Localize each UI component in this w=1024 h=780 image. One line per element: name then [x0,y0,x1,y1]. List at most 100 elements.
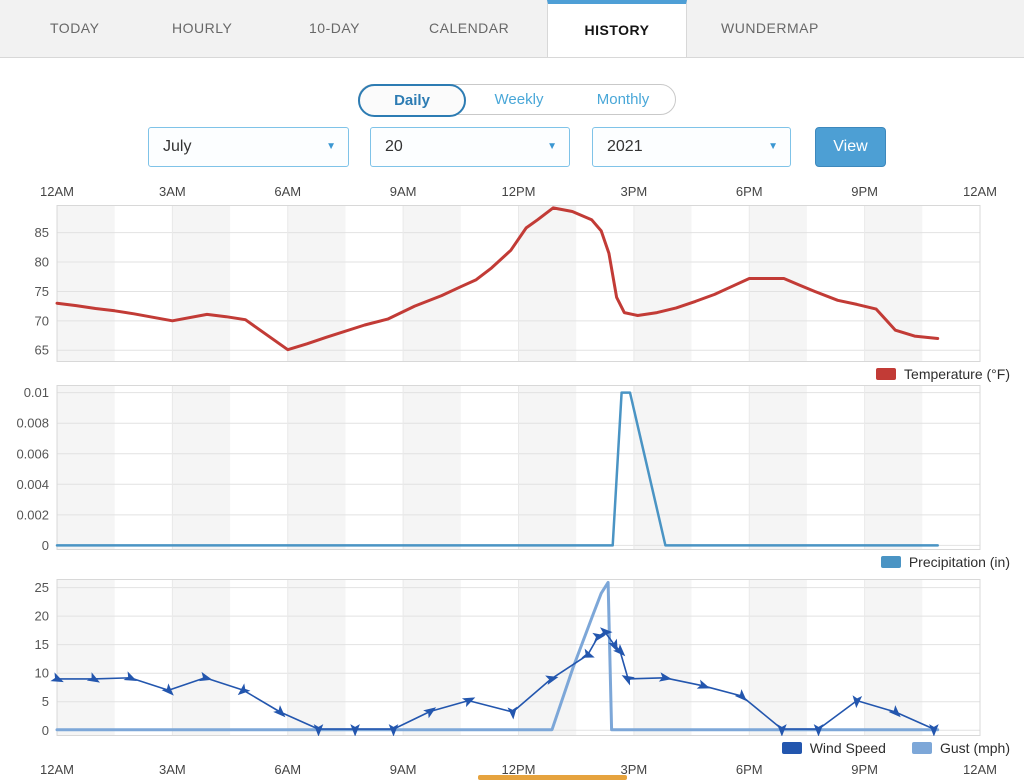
wind-direction-arrow-icon [237,683,251,696]
tab-wundermap[interactable]: WUNDERMAP [721,20,819,36]
day-select-value: 20 [385,138,403,155]
legend-label: Precipitation (in) [908,553,1010,570]
toggle-daily[interactable]: Daily [358,84,466,117]
wind-direction-arrow-icon [929,724,939,736]
wind-direction-arrow-icon [813,724,824,736]
temperature-chart: 65 70 75 80 85 [35,205,981,362]
precipitation-legend: Precipitation (in) [0,550,1024,573]
time-axis-label: 12PM [501,184,536,199]
wind-direction-arrow-icon [507,706,518,720]
y-axis-tick-label: 10 [35,666,49,681]
time-axis-label: 12AM [963,184,997,199]
time-axis-label: 3PM [620,762,648,777]
wind-direction-arrow-icon [613,643,626,657]
wind-direction-arrow-icon [273,705,286,718]
wind-direction-arrow-icon [313,724,324,736]
y-axis-tick-label: 80 [35,255,49,270]
day-select[interactable]: 20 ▼ [370,127,570,167]
wind-direction-arrow-icon [734,689,747,702]
time-axis-label: 9PM [851,184,878,199]
wind-direction-arrow-icon [658,672,672,682]
legend-label: Wind Speed [809,739,886,756]
y-axis-tick-label: 75 [35,284,49,299]
wind-direction-arrow-icon [50,672,64,683]
year-select-value: 2021 [607,138,643,155]
wind-chart: 0 5 10 15 20 25 [35,579,981,736]
wind-direction-arrow-icon [199,671,213,682]
time-axis-label: 3PM [620,184,648,199]
legend-swatch-icon [880,555,901,568]
wind-direction-arrow-icon [423,707,437,719]
date-controls-row: July ▼ 20 ▼ 2021 ▼ View [0,127,1024,167]
wind-direction-arrow-icon [581,648,595,658]
time-axis-label: 3AM [159,184,186,199]
legend-item: Wind Speed [781,739,886,756]
wind-direction-arrow-icon [600,627,613,637]
toggle-weekly[interactable]: Weekly [494,91,544,108]
tab-bar: TODAY HOURLY 10-DAY CALENDAR HISTORY WUN… [0,0,1024,58]
time-axis-bottom: 12AM 3AM 6AM 9AM 12PM 3PM 6PM 9PM 12AM [0,759,1024,780]
tab-10-day[interactable]: 10-DAY [309,20,360,36]
legend-item: Temperature (°F) [876,366,1010,382]
chevron-down-icon: ▼ [768,141,778,152]
tab-calendar[interactable]: CALENDAR [429,20,510,36]
y-axis-tick-label: 70 [35,313,49,328]
wind-direction-arrow-icon [545,675,559,685]
wind-direction-arrow-icon [161,683,174,696]
y-axis-tick-label: 0.002 [16,507,49,522]
time-axis-label: 12AM [40,762,74,777]
tab-history-active[interactable]: HISTORY [547,0,687,57]
y-axis-tick-label: 0.01 [24,385,49,400]
wind-legend: Wind Speed Gust (mph) [0,736,1024,759]
wind-direction-arrow-icon [123,671,137,681]
time-axis-label: 6AM [274,184,302,199]
wind-direction-arrow-icon [86,672,100,683]
y-axis-tick-label: 5 [42,694,49,709]
precipitation-chart: 0 0.002 0.004 0.006 0.008 0.01 [16,385,981,550]
time-axis-label: 9PM [851,762,878,777]
y-axis-tick-label: 65 [35,343,49,358]
legend-item: Gust (mph) [911,739,1010,756]
year-select[interactable]: 2021 ▼ [592,127,791,167]
y-axis-tick-label: 0 [42,723,49,736]
legend-swatch-icon [876,367,897,380]
legend-label: Gust (mph) [939,739,1010,756]
wind-direction-arrow-icon [608,638,618,652]
time-axis-label: 6PM [735,184,763,199]
y-axis-tick-label: 25 [35,580,49,595]
view-button[interactable]: View [815,127,886,167]
time-axis-label: 6AM [274,762,302,777]
legend-swatch-icon [781,741,802,754]
period-toggle-row: Daily Weekly Monthly [0,84,1024,117]
period-toggle: Daily Weekly Monthly [358,84,676,117]
time-axis-label: 9AM [389,184,417,199]
time-axis-label: 9AM [389,762,417,777]
legend-label: Temperature (°F) [904,365,1010,382]
temperature-line [55,206,940,352]
wind-direction-arrow-icon [621,675,635,686]
legend-swatch-icon [911,741,932,754]
time-axis-label: 12AM [40,184,74,199]
y-axis-tick-label: 0.008 [16,416,49,431]
toggle-monthly[interactable]: Monthly [596,91,650,108]
y-axis-tick-label: 0 [42,538,49,550]
y-axis-tick-label: 0.006 [16,446,49,461]
wind-direction-arrow-icon [461,697,476,708]
tab-today[interactable]: TODAY [50,20,100,36]
wind-line [55,580,940,732]
chevron-down-icon: ▼ [547,141,557,152]
wind-direction-arrow-icon [777,724,787,736]
legend-item: Precipitation (in) [880,553,1010,570]
y-axis-tick-label: 20 [35,609,49,624]
time-axis-label: 12PM [501,762,536,777]
scroll-indicator[interactable] [478,775,627,780]
month-select-value: July [163,138,192,155]
month-select[interactable]: July ▼ [148,127,349,167]
tab-hourly[interactable]: HOURLY [172,20,233,36]
wind-direction-arrow-icon [388,724,399,736]
precipitation-line [55,391,939,547]
y-axis-tick-label: 0.004 [16,477,49,492]
wind-direction-arrow-icon [852,695,863,709]
y-axis-tick-label: 15 [35,637,49,652]
